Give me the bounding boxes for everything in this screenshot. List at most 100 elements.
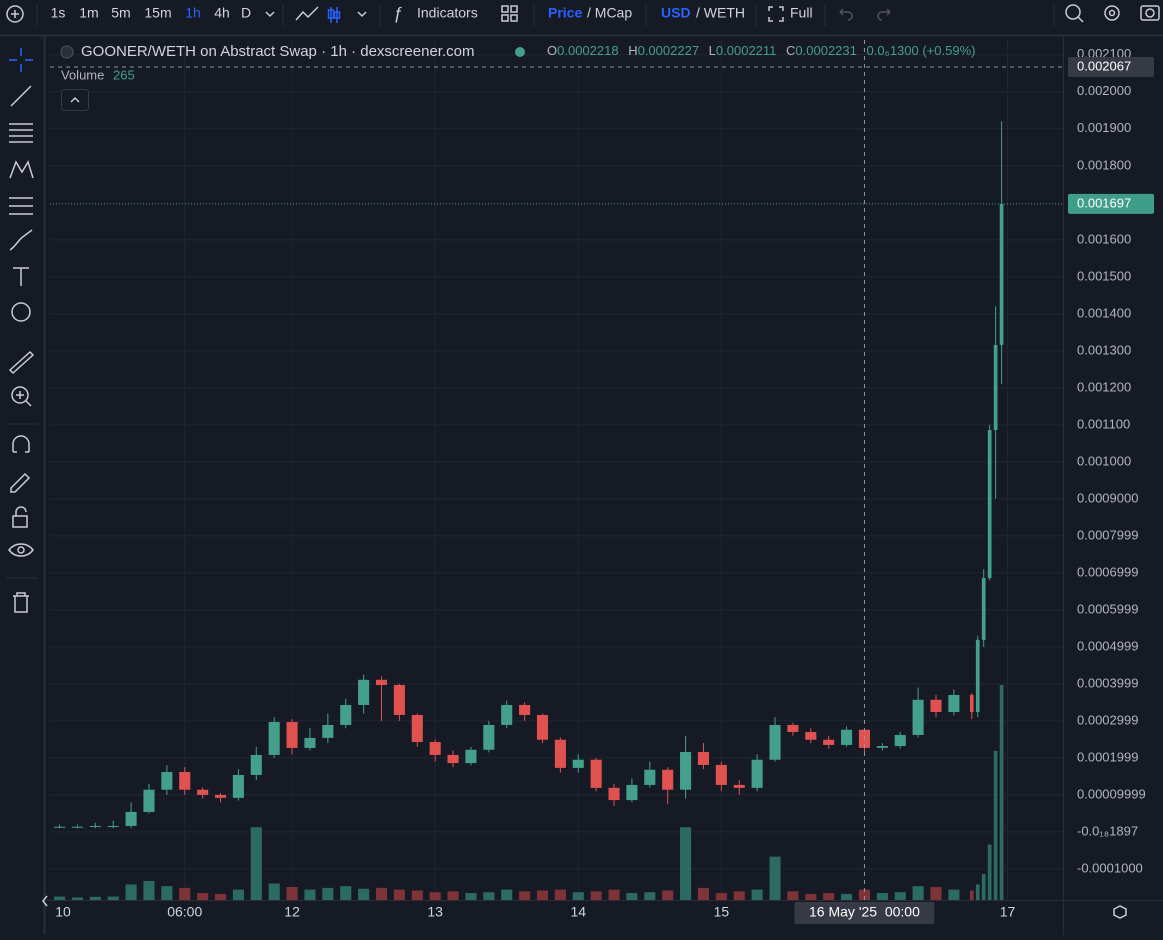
indicators-button[interactable]: Indicators [417, 5, 478, 21]
add-icon[interactable] [6, 5, 24, 23]
volume-bar [680, 827, 692, 900]
weth-toggle[interactable]: / WETH [696, 5, 745, 21]
interval-button[interactable]: 1s [51, 5, 66, 21]
candle-body [975, 639, 980, 713]
volume-bar [429, 892, 441, 900]
candle-body [662, 769, 674, 790]
trendline-tool[interactable] [10, 85, 32, 107]
low-value: 0.0002211 [716, 43, 777, 58]
top-toolbar: ƒ Indicators Price / MCap USD / WETH Ful… [0, 3, 1163, 37]
candle-body [286, 722, 298, 748]
axis-settings[interactable] [1113, 905, 1127, 919]
delete-tool[interactable] [13, 592, 29, 613]
undo-icon[interactable] [839, 8, 853, 21]
price-toggle[interactable]: Price [548, 5, 582, 21]
volume-bar [268, 883, 280, 900]
fullscreen-icon[interactable] [768, 6, 784, 22]
line-chart-icon[interactable] [295, 6, 319, 21]
volume-bar [393, 889, 405, 900]
settings-icon[interactable] [1104, 5, 1120, 21]
volume-bar [572, 892, 584, 900]
candle-body [993, 344, 998, 431]
ruler-tool[interactable] [8, 350, 35, 375]
candle-body [322, 724, 334, 738]
volume-bar [411, 890, 423, 900]
last-price-label: 0.001697 [1077, 195, 1131, 210]
status-dot [515, 47, 525, 57]
candle-body [841, 729, 853, 745]
volume-bar [993, 750, 998, 900]
search-icon[interactable] [1065, 4, 1081, 20]
candle-body [930, 699, 942, 713]
x-tick-label: 17 [1000, 904, 1016, 920]
candle-body [375, 679, 388, 685]
x-tick-label: 15 [714, 904, 730, 920]
interval-button[interactable]: 1h [185, 5, 201, 21]
candle-body [143, 789, 155, 812]
collapse-button[interactable] [61, 89, 89, 111]
volume-bar [89, 896, 101, 900]
add-icon-plus [11, 10, 19, 18]
volume-bar [358, 888, 370, 900]
fib-tool[interactable] [9, 123, 33, 143]
candle-body [71, 826, 83, 828]
mcap-toggle[interactable]: / MCap [587, 5, 632, 21]
pattern-tool[interactable] [9, 160, 34, 179]
lock-tool[interactable] [12, 515, 28, 528]
crosshair-price-box [1068, 57, 1154, 78]
candle-body [787, 724, 799, 732]
candle-body [948, 694, 960, 713]
redo-icon[interactable] [877, 8, 891, 21]
interval-button[interactable]: D [241, 5, 251, 21]
candle-body [769, 724, 781, 760]
close-value: 0.0002231 [795, 43, 856, 58]
interval-dropdown[interactable] [265, 11, 275, 18]
interval-button[interactable]: 4h [214, 5, 230, 21]
usd-toggle[interactable]: USD [661, 5, 691, 21]
magnet-tool[interactable] [12, 435, 30, 453]
candle-body [358, 679, 370, 705]
candle-body [680, 751, 692, 790]
y-tick-label: 0.0004999 [1077, 638, 1138, 653]
volume-bar [340, 886, 352, 900]
prediction-tool[interactable] [9, 197, 33, 215]
volume-bar [912, 886, 924, 900]
text-tool[interactable] [13, 267, 29, 286]
layout-icon[interactable] [501, 5, 509, 13]
full-button[interactable]: Full [790, 5, 813, 21]
crosshair-tool[interactable] [9, 48, 33, 72]
candle-body [429, 741, 441, 755]
interval-button[interactable]: 1m [79, 5, 98, 21]
plot-area [50, 40, 1063, 900]
camera-icon[interactable] [1140, 5, 1160, 21]
volume-bar [608, 889, 620, 900]
scroll-left[interactable] [42, 895, 48, 907]
chart-type-dropdown[interactable] [357, 11, 367, 18]
crosshair-time-box [794, 902, 935, 924]
interval-button[interactable]: 15m [144, 5, 171, 21]
volume-bar [107, 896, 119, 900]
visibility-tool[interactable] [8, 543, 34, 557]
volume-bar [894, 892, 906, 900]
candle-body [987, 430, 992, 579]
indicators-icon[interactable]: ƒ [393, 3, 402, 22]
zoom-tool[interactable] [11, 386, 29, 404]
candle-body [999, 203, 1004, 345]
layout-icon [510, 14, 518, 22]
x-tick-label: 14 [570, 904, 586, 920]
left-toolbar [6, 36, 46, 935]
close-label: C [786, 43, 795, 58]
emoji-tool[interactable] [11, 302, 31, 322]
candle-body [340, 704, 352, 725]
visibility-tool-pupil [17, 546, 25, 554]
candle-body [197, 789, 209, 795]
volume-bar [197, 893, 209, 900]
y-tick-label: 0.001400 [1077, 305, 1131, 320]
volume-bar [161, 886, 173, 900]
candle-body [519, 704, 531, 715]
interval-button[interactable]: 5m [111, 5, 130, 21]
lock-draw-tool[interactable] [10, 472, 31, 493]
volume-bar [823, 893, 835, 900]
brush-tool[interactable] [9, 229, 33, 251]
candle-body [304, 737, 316, 748]
